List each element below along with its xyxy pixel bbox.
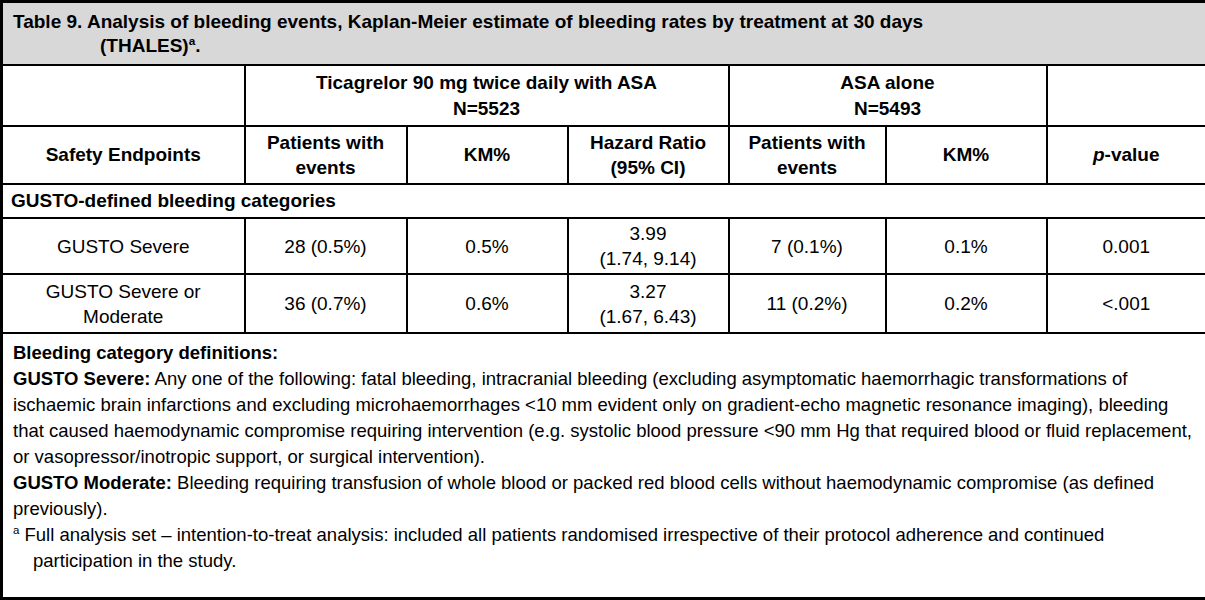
definitions-footer-cell: Bleeding category definitions: GUSTO Sev… <box>2 333 1205 598</box>
group-header-ticagrelor: Ticagrelor 90 mg twice daily with ASA N=… <box>245 65 729 126</box>
cell-endpoint-gusto-severe-or-moderate: GUSTO Severe or Moderate <box>2 274 245 333</box>
bleeding-events-table: Table 9. Analysis of bleeding events, Ka… <box>0 0 1205 600</box>
table-title-line1: Table 9. Analysis of bleeding events, Ka… <box>13 11 923 32</box>
cell-severe-ticagrelor-patients: 28 (0.5%) <box>245 218 407 274</box>
treatment-group-header-row: Ticagrelor 90 mg twice daily with ASA N=… <box>2 65 1205 126</box>
footnote-marker: a <box>13 524 19 536</box>
table-title-line2: (THALES)a. <box>100 35 200 56</box>
cell-moderate-ticagrelor-km: 0.6% <box>407 274 568 333</box>
cell-moderate-asa-patients: 11 (0.2%) <box>729 274 886 333</box>
table-title-period: . <box>195 35 200 56</box>
col-header-km-asa: KM% <box>886 126 1047 184</box>
group-ticagrelor-n: N=5523 <box>453 98 520 119</box>
col-header-km-ticagrelor: KM% <box>407 126 568 184</box>
cell-moderate-p-value: <.001 <box>1047 274 1205 333</box>
col-header-safety-endpoints: Safety Endpoints <box>2 126 245 184</box>
cell-severe-hazard-ratio: 3.99 (1.74, 9.14) <box>568 218 729 274</box>
group-ticagrelor-label: Ticagrelor 90 mg twice daily with ASA <box>316 72 657 93</box>
cell-moderate-ticagrelor-patients: 36 (0.7%) <box>245 274 407 333</box>
severe-hr-ci: (1.74, 9.14) <box>599 248 696 269</box>
table-row-gusto-severe-or-moderate: GUSTO Severe or Moderate 36 (0.7%) 0.6% … <box>2 274 1205 333</box>
group-asa-label: ASA alone <box>840 72 934 93</box>
definition-moderate-text: Bleeding requiring transfusion of whole … <box>13 472 1154 519</box>
table-title-cell: Table 9. Analysis of bleeding events, Ka… <box>2 2 1205 66</box>
definitions-heading: Bleeding category definitions: <box>13 340 1195 366</box>
empty-cell-top-left <box>2 65 245 126</box>
cell-moderate-asa-km: 0.2% <box>886 274 1047 333</box>
definition-gusto-severe: GUSTO Severe: Any one of the following: … <box>13 366 1195 470</box>
p-value-rest: -value <box>1105 144 1160 165</box>
definitions-footer-row: Bleeding category definitions: GUSTO Sev… <box>2 333 1205 598</box>
footnote-full-analysis-set: a Full analysis set – intention-to-treat… <box>13 522 1195 574</box>
cell-severe-p-value: 0.001 <box>1047 218 1205 274</box>
group-header-asa: ASA alone N=5493 <box>729 65 1047 126</box>
col-header-patients-asa: Patients with events <box>729 126 886 184</box>
moderate-hr-ci: (1.67, 6.43) <box>599 306 696 327</box>
column-header-row: Safety Endpoints Patients with events KM… <box>2 126 1205 184</box>
severe-hr-value: 3.99 <box>630 223 667 244</box>
definition-severe-label: GUSTO Severe: <box>13 368 150 389</box>
cell-severe-ticagrelor-km: 0.5% <box>407 218 568 274</box>
table-row-gusto-severe: GUSTO Severe 28 (0.5%) 0.5% 3.99 (1.74, … <box>2 218 1205 274</box>
cell-endpoint-gusto-severe: GUSTO Severe <box>2 218 245 274</box>
p-value-italic-p: p <box>1093 144 1105 165</box>
table-title-thales: (THALES) <box>100 35 189 56</box>
footnote-text: Full analysis set – intention-to-treat a… <box>25 524 1105 571</box>
col-header-patients-ticagrelor: Patients with events <box>245 126 407 184</box>
section-header-gusto: GUSTO-defined bleeding categories <box>2 184 1205 218</box>
definition-gusto-moderate: GUSTO Moderate: Bleeding requiring trans… <box>13 470 1195 522</box>
definition-moderate-label: GUSTO Moderate: <box>13 472 172 493</box>
cell-severe-asa-patients: 7 (0.1%) <box>729 218 886 274</box>
definition-severe-text: Any one of the following: fatal bleeding… <box>13 368 1192 467</box>
table-9-document: Table 9. Analysis of bleeding events, Ka… <box>0 0 1205 600</box>
cell-severe-asa-km: 0.1% <box>886 218 1047 274</box>
group-asa-n: N=5493 <box>854 98 921 119</box>
col-header-p-value: p-value <box>1047 126 1205 184</box>
col-header-hazard-ratio: Hazard Ratio (95% CI) <box>568 126 729 184</box>
moderate-hr-value: 3.27 <box>630 281 667 302</box>
cell-moderate-hazard-ratio: 3.27 (1.67, 6.43) <box>568 274 729 333</box>
table-title-row: Table 9. Analysis of bleeding events, Ka… <box>2 2 1205 66</box>
empty-cell-top-right <box>1047 65 1205 126</box>
section-header-row: GUSTO-defined bleeding categories <box>2 184 1205 218</box>
